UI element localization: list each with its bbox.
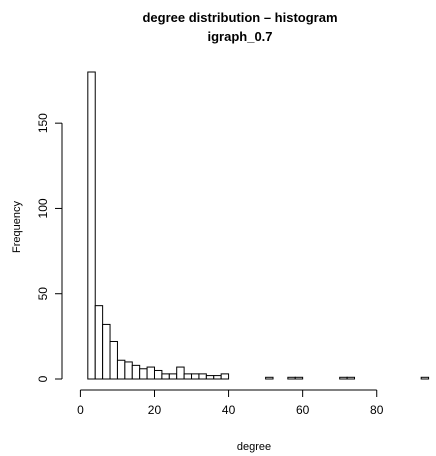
histogram-bar: [184, 374, 191, 379]
chart-title: degree distribution – histogram: [142, 10, 337, 25]
histogram-bar: [147, 367, 154, 379]
histogram-bar: [192, 374, 199, 379]
x-axis-label: degree: [237, 441, 271, 453]
histogram-bar: [206, 376, 213, 379]
histogram-bar: [177, 367, 184, 379]
histogram-bar: [199, 374, 206, 379]
y-tick-label: 100: [36, 198, 50, 218]
histogram-bar: [88, 72, 95, 379]
histogram-bar: [103, 324, 110, 379]
histogram-bar: [295, 377, 302, 379]
x-tick-label: 0: [77, 403, 84, 417]
histogram-bar: [347, 377, 354, 379]
y-tick-label: 150: [36, 113, 50, 133]
histogram-bar: [95, 306, 102, 379]
y-tick-label: 50: [36, 287, 50, 301]
histogram-bar: [162, 374, 169, 379]
x-tick-label: 80: [370, 403, 384, 417]
chart-subtitle: igraph_0.7: [207, 29, 272, 44]
histogram-bar: [125, 362, 132, 379]
y-axis-label: Frequency: [11, 201, 23, 253]
histogram-bars: [88, 72, 429, 379]
x-axis: 0 20 40 60 80: [77, 390, 384, 417]
histogram-bar: [154, 370, 161, 379]
histogram-bar: [140, 369, 147, 379]
histogram-bar: [117, 360, 124, 379]
histogram-bar: [110, 341, 117, 379]
histogram-bar: [340, 377, 347, 379]
histogram-bar: [266, 377, 273, 379]
y-tick-label: 0: [36, 375, 50, 382]
x-tick-label: 20: [148, 403, 162, 417]
histogram-bar: [421, 377, 428, 379]
histogram-bar: [169, 374, 176, 379]
y-axis: 0 50 100 150: [36, 113, 62, 383]
x-tick-label: 40: [222, 403, 236, 417]
histogram-bar: [221, 374, 228, 379]
histogram-bar: [288, 377, 295, 379]
histogram-bar: [132, 365, 139, 379]
histogram-bar: [214, 376, 221, 379]
x-tick-label: 60: [296, 403, 310, 417]
